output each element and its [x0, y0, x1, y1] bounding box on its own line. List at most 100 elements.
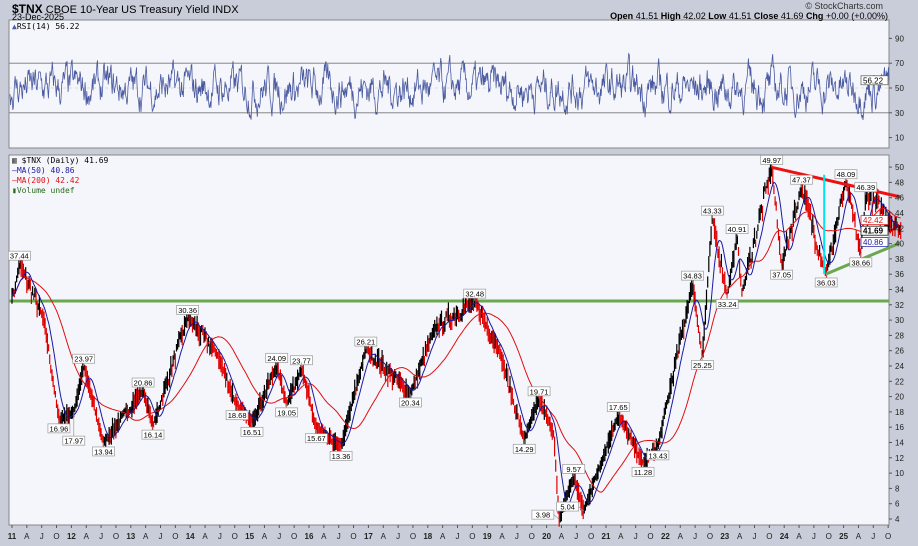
- rsi-line: [9, 52, 890, 120]
- annotation-label: 34.83: [683, 272, 702, 281]
- annotation-box: [265, 352, 289, 363]
- close-value: 41.69: [780, 11, 804, 21]
- price-layer: 37.44 16.96 17.97 23.97 13.94 20.86 16.14 30.36…: [7, 154, 902, 527]
- annotation-label: 20.34: [401, 398, 420, 407]
- annotation-box: [646, 450, 670, 461]
- x-tick-label: O: [232, 532, 238, 541]
- annotation-box: [92, 446, 115, 457]
- annotation-pointer: [578, 506, 584, 512]
- x-tick-label: O: [766, 532, 772, 541]
- annotation-box: [62, 435, 86, 446]
- x-tick-label: A: [737, 532, 743, 541]
- annotation-label: 14.29: [515, 445, 534, 454]
- annotation-box: [790, 174, 813, 185]
- annotation-label: 17.65: [609, 403, 628, 412]
- ma200-line-icon: —: [12, 176, 17, 185]
- ma200-value-tag-box: [860, 215, 889, 225]
- annotation-label: 16.14: [144, 431, 163, 440]
- annotation-box: [329, 451, 353, 461]
- x-tick-label: O: [469, 532, 475, 541]
- annotation-box: [691, 360, 714, 370]
- annotation-label: 17.97: [64, 437, 83, 446]
- x-tick-label: A: [24, 532, 30, 541]
- x-tick-label: O: [113, 532, 119, 541]
- annotation-box: [275, 407, 298, 418]
- ma50-value-tag-box: [860, 237, 889, 247]
- ma50-line: [11, 181, 902, 506]
- price-legend: ▥ $TNX (Daily) 41.69 —MA(50) 40.86 —MA(2…: [12, 156, 108, 196]
- x-tick-label: 15: [245, 532, 254, 541]
- y-tick-label: 28: [895, 331, 904, 340]
- x-tick-label: A: [143, 532, 149, 541]
- annotation-box: [512, 443, 536, 454]
- x-tick-label: J: [218, 532, 222, 541]
- x-tick-label: O: [588, 532, 594, 541]
- y-tick-label: 42: [895, 224, 904, 233]
- y-tick-label: 50: [895, 163, 904, 172]
- annotation-box: [7, 250, 31, 261]
- annotation-label: 38.66: [851, 258, 870, 267]
- x-tick-label: J: [753, 532, 757, 541]
- y-tick-label: 30: [895, 316, 904, 325]
- chg-label: Chg: [805, 11, 824, 21]
- annotation-box: [760, 154, 784, 165]
- annotation-box: [814, 277, 838, 288]
- y-tick-label: 6: [895, 500, 900, 509]
- y-tick-label: 38: [895, 255, 904, 264]
- x-tick-label: A: [678, 532, 684, 541]
- x-tick-label: O: [885, 532, 891, 541]
- annotation-box: [770, 269, 793, 280]
- x-tick-label: 23: [720, 532, 729, 541]
- annotation-box: [354, 336, 378, 347]
- ma200-line: [11, 207, 901, 493]
- y-tick-label: 44: [895, 209, 904, 218]
- x-tick-label: J: [337, 532, 341, 541]
- annotation-label: 47.37: [792, 176, 811, 185]
- x-tick-label: 17: [364, 532, 373, 541]
- x-tick-label: 21: [602, 532, 611, 541]
- x-tick-label: A: [321, 532, 327, 541]
- ma50-value-tag: 40.86: [863, 238, 884, 247]
- annotation-label: 13.43: [648, 451, 667, 460]
- annotation-box: [176, 304, 199, 315]
- high-label: High: [660, 11, 681, 21]
- annotation-label: 13.94: [94, 447, 113, 456]
- ma200-legend-text: MA(200) 42.42: [16, 176, 80, 185]
- x-tick-label: 24: [780, 532, 789, 541]
- x-tick-label: A: [202, 532, 208, 541]
- x-tick-label: O: [529, 532, 535, 541]
- y-tick-label: 32: [895, 301, 904, 310]
- x-tick-label: 22: [661, 532, 670, 541]
- x-tick-label: 18: [423, 532, 432, 541]
- ma50-line-icon: —: [12, 166, 17, 175]
- annotation-box: [290, 355, 313, 366]
- annotation-label: 48.09: [837, 170, 856, 179]
- annotation-box: [834, 169, 858, 180]
- y-tick-label: 48: [895, 178, 904, 187]
- y-tick-label: 34: [895, 286, 904, 295]
- ma50-legend-text: MA(50) 40.86: [16, 166, 75, 175]
- x-tick-label: 11: [8, 532, 17, 541]
- security-name: CBOE 10-Year US Treasury Yield INDX: [45, 4, 239, 16]
- annotation-label: 40.91: [728, 225, 747, 234]
- annotation-label: 37.05: [772, 271, 791, 280]
- ohlc-summary: Open 41.51 High 42.02 Low 41.51 Close 41…: [610, 11, 888, 21]
- annotation-box: [531, 509, 555, 520]
- x-tick-label: J: [99, 532, 103, 541]
- annotation-box: [715, 298, 739, 309]
- x-tick-label: J: [693, 532, 697, 541]
- annotation-label: 19.05: [277, 408, 296, 417]
- open-label: Open: [610, 11, 634, 21]
- x-tick-label: J: [634, 532, 638, 541]
- y-tick-label: 12: [895, 454, 904, 463]
- x-tick-label: A: [84, 532, 90, 541]
- volume-icon: ▮: [12, 186, 17, 195]
- ma200-value-tag: 42.42: [863, 216, 884, 225]
- annotation-label: 30.36: [178, 306, 197, 315]
- chart-title: $TNX CBOE 10-Year US Treasury Yield INDX: [12, 2, 239, 16]
- annotation-box: [562, 464, 586, 474]
- annotation-label: 9.57: [566, 465, 581, 474]
- x-tick-label: 13: [126, 532, 135, 541]
- price-value-tag: 41.69: [863, 227, 884, 236]
